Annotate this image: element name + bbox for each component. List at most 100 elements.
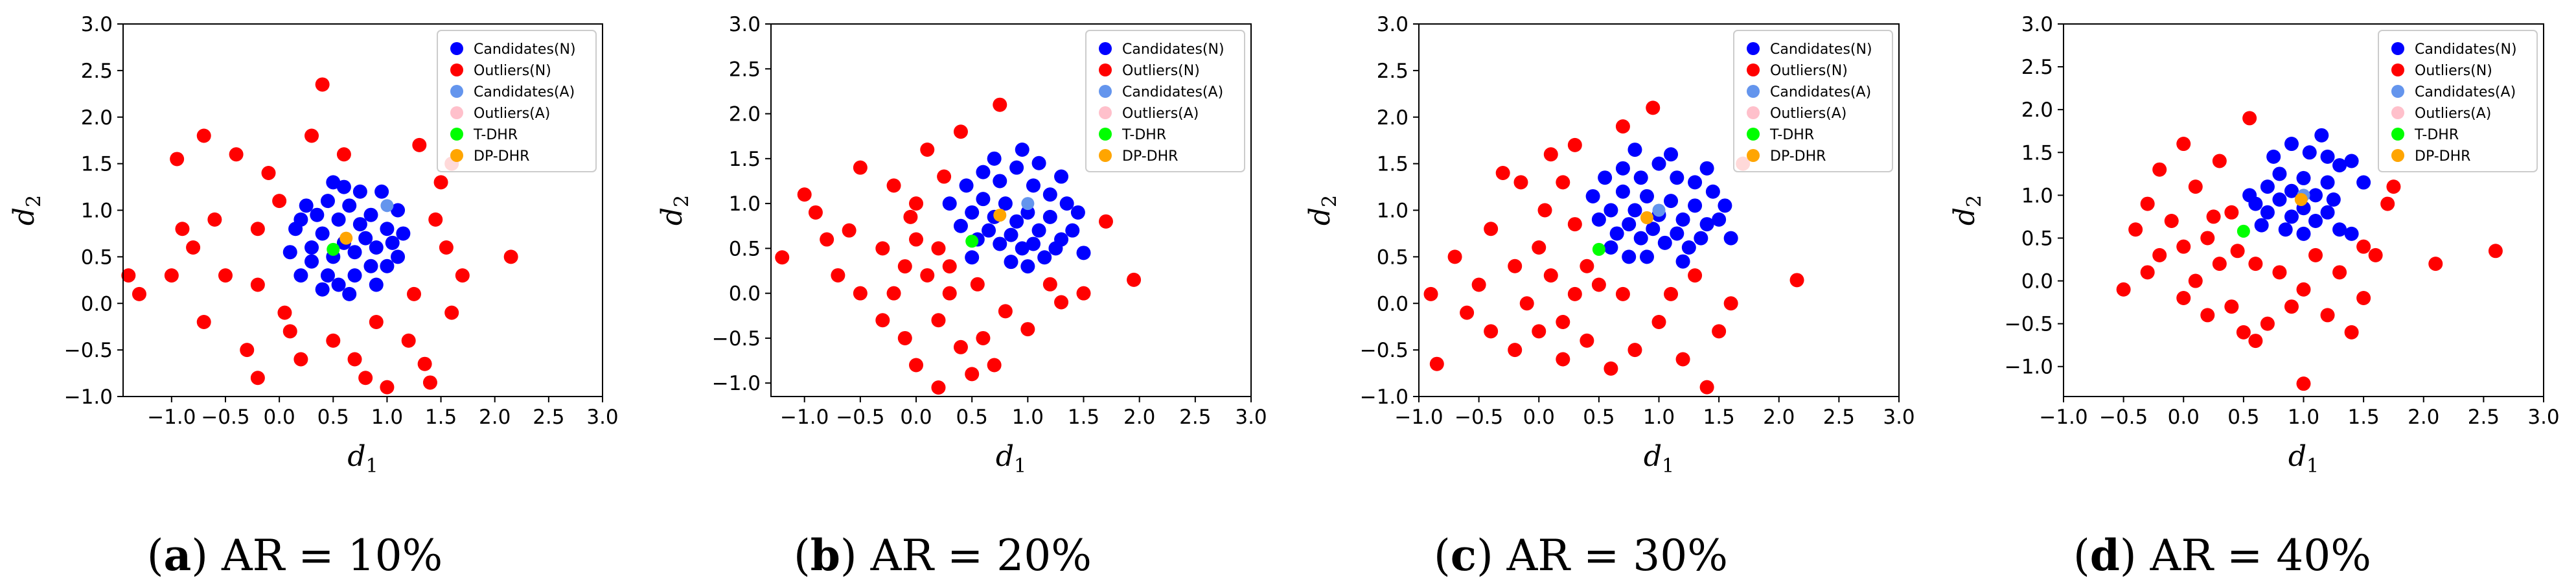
data-point <box>282 324 297 339</box>
data-point <box>2248 257 2263 271</box>
data-point <box>380 380 395 395</box>
data-point <box>2260 316 2275 331</box>
legend-entry-label: Candidates(A) <box>1122 84 1223 100</box>
data-point <box>2272 192 2287 207</box>
legend-entry-label: T-DHR <box>2414 127 2459 143</box>
data-point <box>1627 203 1642 218</box>
series-dp-dhr <box>1640 211 1653 224</box>
data-point <box>250 371 265 386</box>
y-tick-label: 0.5 <box>729 237 761 260</box>
data-point <box>272 194 287 209</box>
x-tick-label: −0.5 <box>201 406 249 429</box>
data-point <box>380 199 394 213</box>
data-point <box>339 231 353 245</box>
data-point <box>982 223 996 238</box>
data-point <box>1651 156 1666 171</box>
data-point <box>1633 170 1648 185</box>
data-point <box>1065 223 1080 238</box>
data-point <box>1604 361 1618 376</box>
x-tick-label: 2.0 <box>2408 406 2439 429</box>
x-tick-label: 0.0 <box>263 406 295 429</box>
legend-entry-label: Candidates(A) <box>474 84 575 100</box>
data-point <box>305 254 319 269</box>
data-point <box>1580 259 1594 273</box>
data-point <box>1657 235 1672 250</box>
x-tick-label: −1.0 <box>147 406 196 429</box>
data-point <box>1015 241 1029 256</box>
data-point <box>207 212 222 227</box>
legend-entry-label: Outliers(N) <box>1770 63 1848 79</box>
y-tick-label: 0.5 <box>1377 246 1409 269</box>
data-point <box>953 218 968 233</box>
x-tick-label: 2.5 <box>2468 406 2500 429</box>
y-tick-label: 0.5 <box>2021 227 2053 250</box>
data-point <box>1615 286 1630 301</box>
data-point <box>875 313 890 328</box>
data-point <box>2164 214 2179 229</box>
legend-entry-label: Outliers(A) <box>474 106 550 122</box>
x-tick-label: 1.5 <box>2347 406 2379 429</box>
data-point <box>331 277 346 292</box>
x-tick-label: 0.5 <box>1583 406 1615 429</box>
x-tick-label: 0.5 <box>2227 406 2259 429</box>
data-point <box>1699 161 1714 176</box>
data-point <box>326 333 341 348</box>
data-point <box>965 367 980 382</box>
legend-entry-label: DP-DHR <box>474 148 529 165</box>
data-point <box>320 268 335 283</box>
data-point <box>433 175 448 190</box>
data-point <box>380 222 395 236</box>
data-point <box>164 268 179 283</box>
data-point <box>1020 205 1035 220</box>
y-tick-label: 2.0 <box>1377 106 1409 130</box>
data-point <box>2188 179 2203 194</box>
data-point <box>380 259 395 273</box>
data-point <box>2332 265 2347 280</box>
data-point <box>1026 178 1041 193</box>
x-tick-label: −0.5 <box>2099 406 2148 429</box>
data-point <box>842 223 857 238</box>
x-tick-label: 1.0 <box>2288 406 2319 429</box>
x-tick-label: −0.5 <box>1455 406 1503 429</box>
data-point <box>993 97 1007 112</box>
legend-entry-label: Candidates(N) <box>1770 41 1872 58</box>
y-axis-label: d2 <box>656 195 693 225</box>
y-tick-label: 0.0 <box>81 292 113 316</box>
data-point <box>293 268 308 283</box>
data-point <box>2224 205 2239 220</box>
legend-entry-label: DP-DHR <box>1770 148 1826 165</box>
data-point <box>391 203 406 218</box>
series-candidates-n- <box>1585 143 1738 269</box>
y-tick-label: 2.0 <box>2021 98 2053 122</box>
data-point <box>1670 226 1685 241</box>
data-point <box>1076 286 1091 301</box>
y-tick-label: 3.0 <box>1377 13 1409 36</box>
data-point <box>1532 324 1547 339</box>
x-tick-label: 2.0 <box>1763 406 1795 429</box>
y-axis-label: d2 <box>8 195 45 225</box>
legend-marker <box>450 85 463 98</box>
data-point <box>299 198 314 213</box>
data-point <box>1048 241 1063 256</box>
data-point <box>2200 231 2215 246</box>
data-point <box>1508 343 1523 358</box>
data-point <box>2242 111 2257 126</box>
data-point <box>2272 167 2287 181</box>
data-point <box>2284 209 2299 224</box>
data-point <box>1627 343 1642 358</box>
data-point <box>315 226 330 241</box>
data-point <box>1070 205 1085 220</box>
data-point <box>352 217 367 232</box>
data-point <box>428 212 443 227</box>
data-point <box>2428 257 2443 271</box>
series-candidates-n- <box>942 142 1091 274</box>
legend-box <box>2378 30 2538 172</box>
series-candidates-a- <box>1652 203 1666 217</box>
data-point <box>2116 282 2131 297</box>
data-point <box>1651 315 1666 329</box>
y-axis-label: d2 <box>1948 195 1986 225</box>
data-point <box>186 240 201 255</box>
x-tick-label: 2.0 <box>479 406 511 429</box>
x-tick-label: 3.0 <box>2527 406 2559 429</box>
data-point <box>1622 249 1637 264</box>
